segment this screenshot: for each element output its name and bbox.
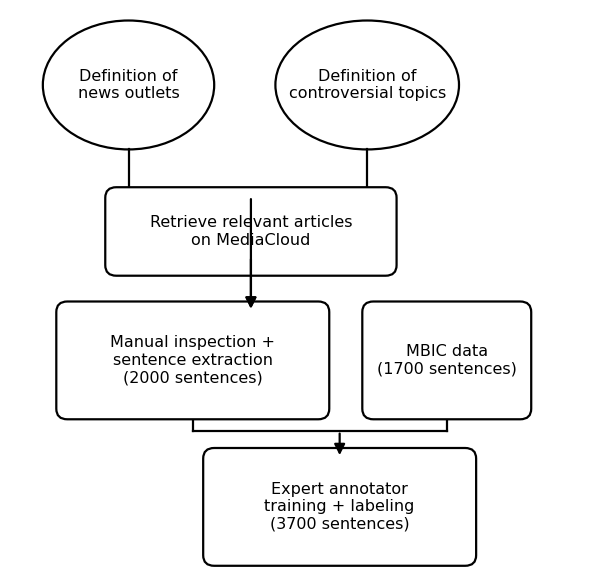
Text: Expert annotator
training + labeling
(3700 sentences): Expert annotator training + labeling (37…	[264, 482, 415, 532]
Text: MBIC data
(1700 sentences): MBIC data (1700 sentences)	[377, 344, 517, 377]
Text: Definition of
controversial topics: Definition of controversial topics	[289, 69, 446, 101]
Text: Manual inspection +
sentence extraction
(2000 sentences): Manual inspection + sentence extraction …	[110, 336, 275, 385]
Text: Retrieve relevant articles
on MediaCloud: Retrieve relevant articles on MediaCloud	[150, 215, 352, 248]
FancyBboxPatch shape	[203, 448, 476, 566]
FancyBboxPatch shape	[56, 301, 329, 420]
Text: Definition of
news outlets: Definition of news outlets	[78, 69, 179, 101]
FancyBboxPatch shape	[362, 301, 531, 420]
FancyBboxPatch shape	[105, 188, 397, 276]
